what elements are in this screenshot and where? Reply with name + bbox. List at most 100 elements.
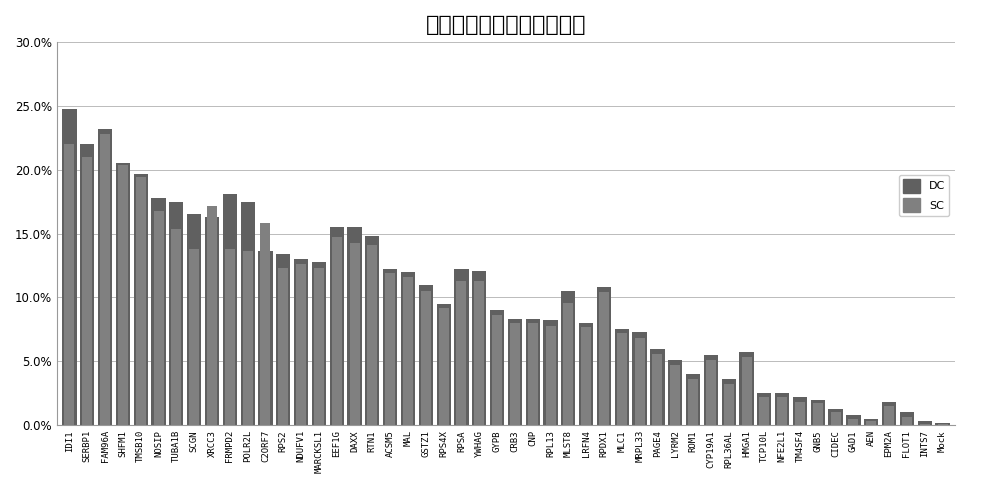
- Bar: [350, 243, 360, 425]
- Bar: [938, 424, 948, 425]
- Bar: [918, 421, 932, 425]
- Bar: [775, 393, 789, 425]
- Bar: [332, 238, 342, 425]
- Bar: [385, 273, 395, 425]
- Bar: [187, 214, 201, 425]
- Bar: [668, 360, 682, 425]
- Bar: [456, 281, 466, 425]
- Bar: [223, 194, 237, 425]
- Bar: [670, 365, 680, 425]
- Bar: [846, 415, 861, 425]
- Bar: [528, 323, 538, 425]
- Bar: [704, 355, 718, 425]
- Bar: [189, 249, 199, 425]
- Bar: [597, 287, 611, 425]
- Bar: [314, 268, 324, 425]
- Bar: [543, 321, 558, 425]
- Bar: [742, 358, 752, 425]
- Bar: [508, 319, 522, 425]
- Bar: [383, 269, 397, 425]
- Bar: [724, 384, 734, 425]
- Bar: [207, 205, 217, 425]
- Bar: [80, 144, 94, 425]
- Bar: [902, 417, 912, 425]
- Bar: [225, 249, 235, 425]
- Bar: [171, 228, 181, 425]
- Bar: [884, 406, 894, 425]
- Bar: [62, 108, 77, 425]
- Bar: [617, 333, 627, 425]
- Bar: [294, 259, 308, 425]
- Bar: [403, 277, 413, 425]
- Bar: [365, 236, 379, 425]
- Bar: [848, 419, 858, 425]
- Legend: DC, SC: DC, SC: [899, 175, 949, 216]
- Bar: [615, 329, 629, 425]
- Bar: [561, 291, 575, 425]
- Bar: [759, 397, 769, 425]
- Bar: [632, 332, 647, 425]
- Bar: [474, 281, 484, 425]
- Bar: [920, 424, 930, 425]
- Bar: [278, 268, 288, 425]
- Bar: [739, 352, 754, 425]
- Bar: [169, 202, 183, 425]
- Bar: [151, 198, 166, 425]
- Bar: [635, 338, 645, 425]
- Bar: [116, 163, 130, 425]
- Bar: [437, 304, 451, 425]
- Bar: [526, 319, 540, 425]
- Bar: [296, 264, 306, 425]
- Bar: [722, 379, 736, 425]
- Bar: [650, 348, 665, 425]
- Bar: [795, 402, 805, 425]
- Bar: [100, 134, 110, 425]
- Bar: [492, 315, 502, 425]
- Bar: [454, 269, 469, 425]
- Bar: [706, 360, 716, 425]
- Bar: [882, 402, 896, 425]
- Bar: [419, 285, 433, 425]
- Bar: [811, 400, 825, 425]
- Bar: [118, 164, 128, 425]
- Bar: [599, 292, 609, 425]
- Bar: [276, 254, 290, 425]
- Bar: [241, 202, 255, 425]
- Bar: [579, 323, 593, 425]
- Bar: [330, 227, 344, 425]
- Bar: [813, 404, 823, 425]
- Bar: [864, 419, 878, 425]
- Bar: [900, 412, 914, 425]
- Bar: [757, 393, 771, 425]
- Bar: [205, 217, 219, 425]
- Bar: [258, 251, 273, 425]
- Bar: [490, 310, 504, 425]
- Bar: [347, 227, 362, 425]
- Bar: [243, 251, 253, 425]
- Title: 实验验证筛选结果的阳性率: 实验验证筛选结果的阳性率: [426, 15, 586, 35]
- Bar: [866, 421, 876, 425]
- Bar: [652, 354, 662, 425]
- Bar: [686, 374, 700, 425]
- Bar: [136, 178, 146, 425]
- Bar: [401, 272, 415, 425]
- Bar: [793, 397, 807, 425]
- Bar: [831, 412, 841, 425]
- Bar: [312, 262, 326, 425]
- Bar: [472, 271, 486, 425]
- Bar: [260, 224, 270, 425]
- Bar: [134, 174, 148, 425]
- Bar: [154, 211, 164, 425]
- Bar: [777, 397, 787, 425]
- Bar: [510, 323, 520, 425]
- Bar: [935, 423, 950, 425]
- Bar: [828, 408, 843, 425]
- Bar: [98, 129, 112, 425]
- Bar: [64, 144, 74, 425]
- Bar: [563, 303, 573, 425]
- Bar: [688, 379, 698, 425]
- Bar: [546, 325, 556, 425]
- Bar: [421, 291, 431, 425]
- Bar: [439, 307, 449, 425]
- Bar: [367, 245, 377, 425]
